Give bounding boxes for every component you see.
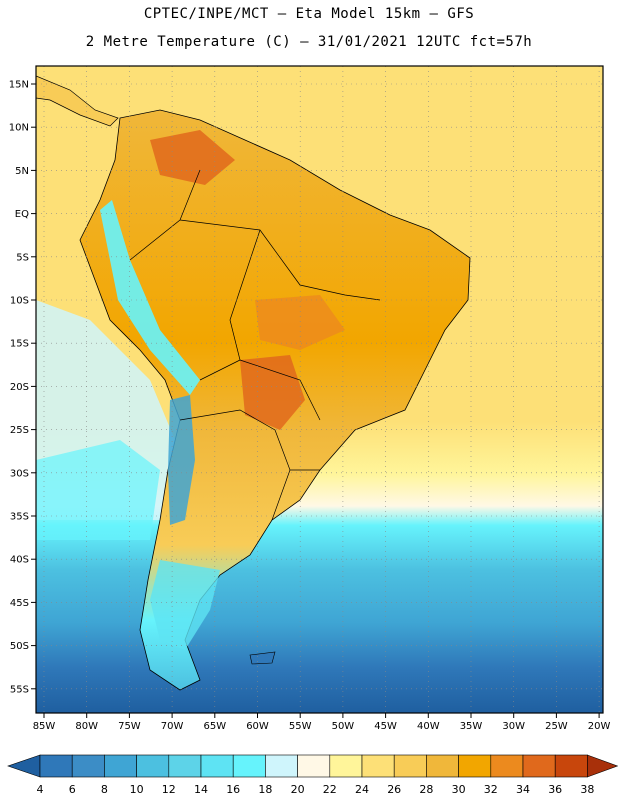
lat-label: 50S xyxy=(10,641,29,652)
colorbar-label: 18 xyxy=(258,783,272,796)
colorbar-label: 12 xyxy=(162,783,176,796)
lat-label: 15S xyxy=(10,339,29,350)
paraguay-hot-region xyxy=(240,355,305,430)
lon-label: 25W xyxy=(545,721,568,732)
lat-label: 10S xyxy=(10,296,29,307)
lon-label: 55W xyxy=(289,721,312,732)
colorbar-label: 30 xyxy=(452,783,466,796)
lat-label: 40S xyxy=(10,555,29,566)
lat-label: 30S xyxy=(10,468,29,479)
lat-label: EQ xyxy=(15,209,29,220)
colorbar-label: 28 xyxy=(419,783,433,796)
colorbar-cell xyxy=(361,754,395,778)
colorbar-label: 26 xyxy=(387,783,401,796)
colorbar-cell xyxy=(393,754,427,778)
colorbar-cell xyxy=(39,754,73,778)
colorbar-label: 20 xyxy=(291,783,305,796)
colorbar-label: 4 xyxy=(37,783,44,796)
lon-label: 50W xyxy=(332,721,355,732)
colorbar-cell xyxy=(458,754,492,778)
colorbar-cell xyxy=(297,754,331,778)
colorbar-label: 24 xyxy=(355,783,369,796)
colorbar-cell xyxy=(71,754,105,778)
temperature-colorbar: 4 6 8 10 12 14 16 18 20 22 24 26 28 30 32 34 36 38 xyxy=(7,754,618,796)
patagonia-cool-region xyxy=(150,560,220,650)
colorbar-cell xyxy=(136,754,170,778)
central-brazil-warm-region xyxy=(255,295,345,350)
pacific-cold-region xyxy=(36,440,160,540)
colorbar-cell xyxy=(522,754,556,778)
colorbar-label: 38 xyxy=(580,783,594,796)
colorbar-label: 10 xyxy=(130,783,144,796)
lat-label: 5S xyxy=(16,252,29,263)
lon-label: 40W xyxy=(417,721,440,732)
map-title-line-1: CPTEC/INPE/MCT – Eta Model 15km – GFS xyxy=(143,6,475,22)
lon-label: 60W xyxy=(246,721,269,732)
colorbar-label: 32 xyxy=(484,783,498,796)
colorbar-label: 14 xyxy=(194,783,208,796)
falkland-islands xyxy=(249,651,276,665)
lat-label: 45S xyxy=(10,598,29,609)
lon-label: 45W xyxy=(374,721,397,732)
map-border xyxy=(35,65,604,714)
colorbar-over-arrow xyxy=(587,754,618,778)
lon-label: 80W xyxy=(75,721,98,732)
colorbar-cell xyxy=(490,754,524,778)
colorbar-cell xyxy=(168,754,202,778)
venezuela-hot-region xyxy=(150,130,235,185)
colorbar-label: 6 xyxy=(69,783,76,796)
lon-label: 20W xyxy=(588,721,611,732)
colorbar-cell xyxy=(104,754,137,778)
lat-label: 15N xyxy=(9,80,29,91)
andes-cold-band-south xyxy=(168,395,195,525)
colorbar-label: 22 xyxy=(323,783,337,796)
lon-label: 70W xyxy=(161,721,184,732)
colorbar-cell xyxy=(232,754,266,778)
andes-cold-band-north xyxy=(100,200,200,395)
colorbar-cell xyxy=(265,754,298,778)
longitude-axis: 85W 80W 75W 70W 65W 60W 55W 50W 45W 40W 35W 30W 25W 2… xyxy=(33,713,611,732)
map-panel xyxy=(35,65,604,714)
lat-label: 20S xyxy=(10,382,29,393)
colorbar-cell xyxy=(200,754,234,778)
lon-label: 85W xyxy=(33,721,56,732)
lat-label: 10N xyxy=(9,123,29,134)
country-borders xyxy=(129,169,381,521)
colorbar-under-arrow xyxy=(7,754,41,778)
lat-label: 25S xyxy=(10,425,29,436)
central-america-land xyxy=(36,75,119,127)
colorbar-label: 16 xyxy=(226,783,240,796)
colorbar-label: 36 xyxy=(548,783,562,796)
colorbar-cell xyxy=(554,754,588,778)
lat-label: 5N xyxy=(15,166,29,177)
colorbar-cell xyxy=(426,754,459,778)
map-title-line-2: 2 Metre Temperature (C) – 31/01/2021 12U… xyxy=(85,34,533,50)
lon-label: 65W xyxy=(203,721,226,732)
colorbar-cell xyxy=(329,754,363,778)
lon-label: 75W xyxy=(118,721,141,732)
lon-label: 30W xyxy=(502,721,525,732)
colorbar-label: 34 xyxy=(516,783,530,796)
latitude-axis: 15N 10N 5N EQ 5S 10S 15S 20S 25S 30S 35S 40S 45S 50S 5… xyxy=(9,80,36,695)
colorbar-label: 8 xyxy=(101,783,108,796)
lat-label: 35S xyxy=(10,512,29,523)
lat-label: 55S xyxy=(10,684,29,695)
lon-label: 35W xyxy=(460,721,483,732)
